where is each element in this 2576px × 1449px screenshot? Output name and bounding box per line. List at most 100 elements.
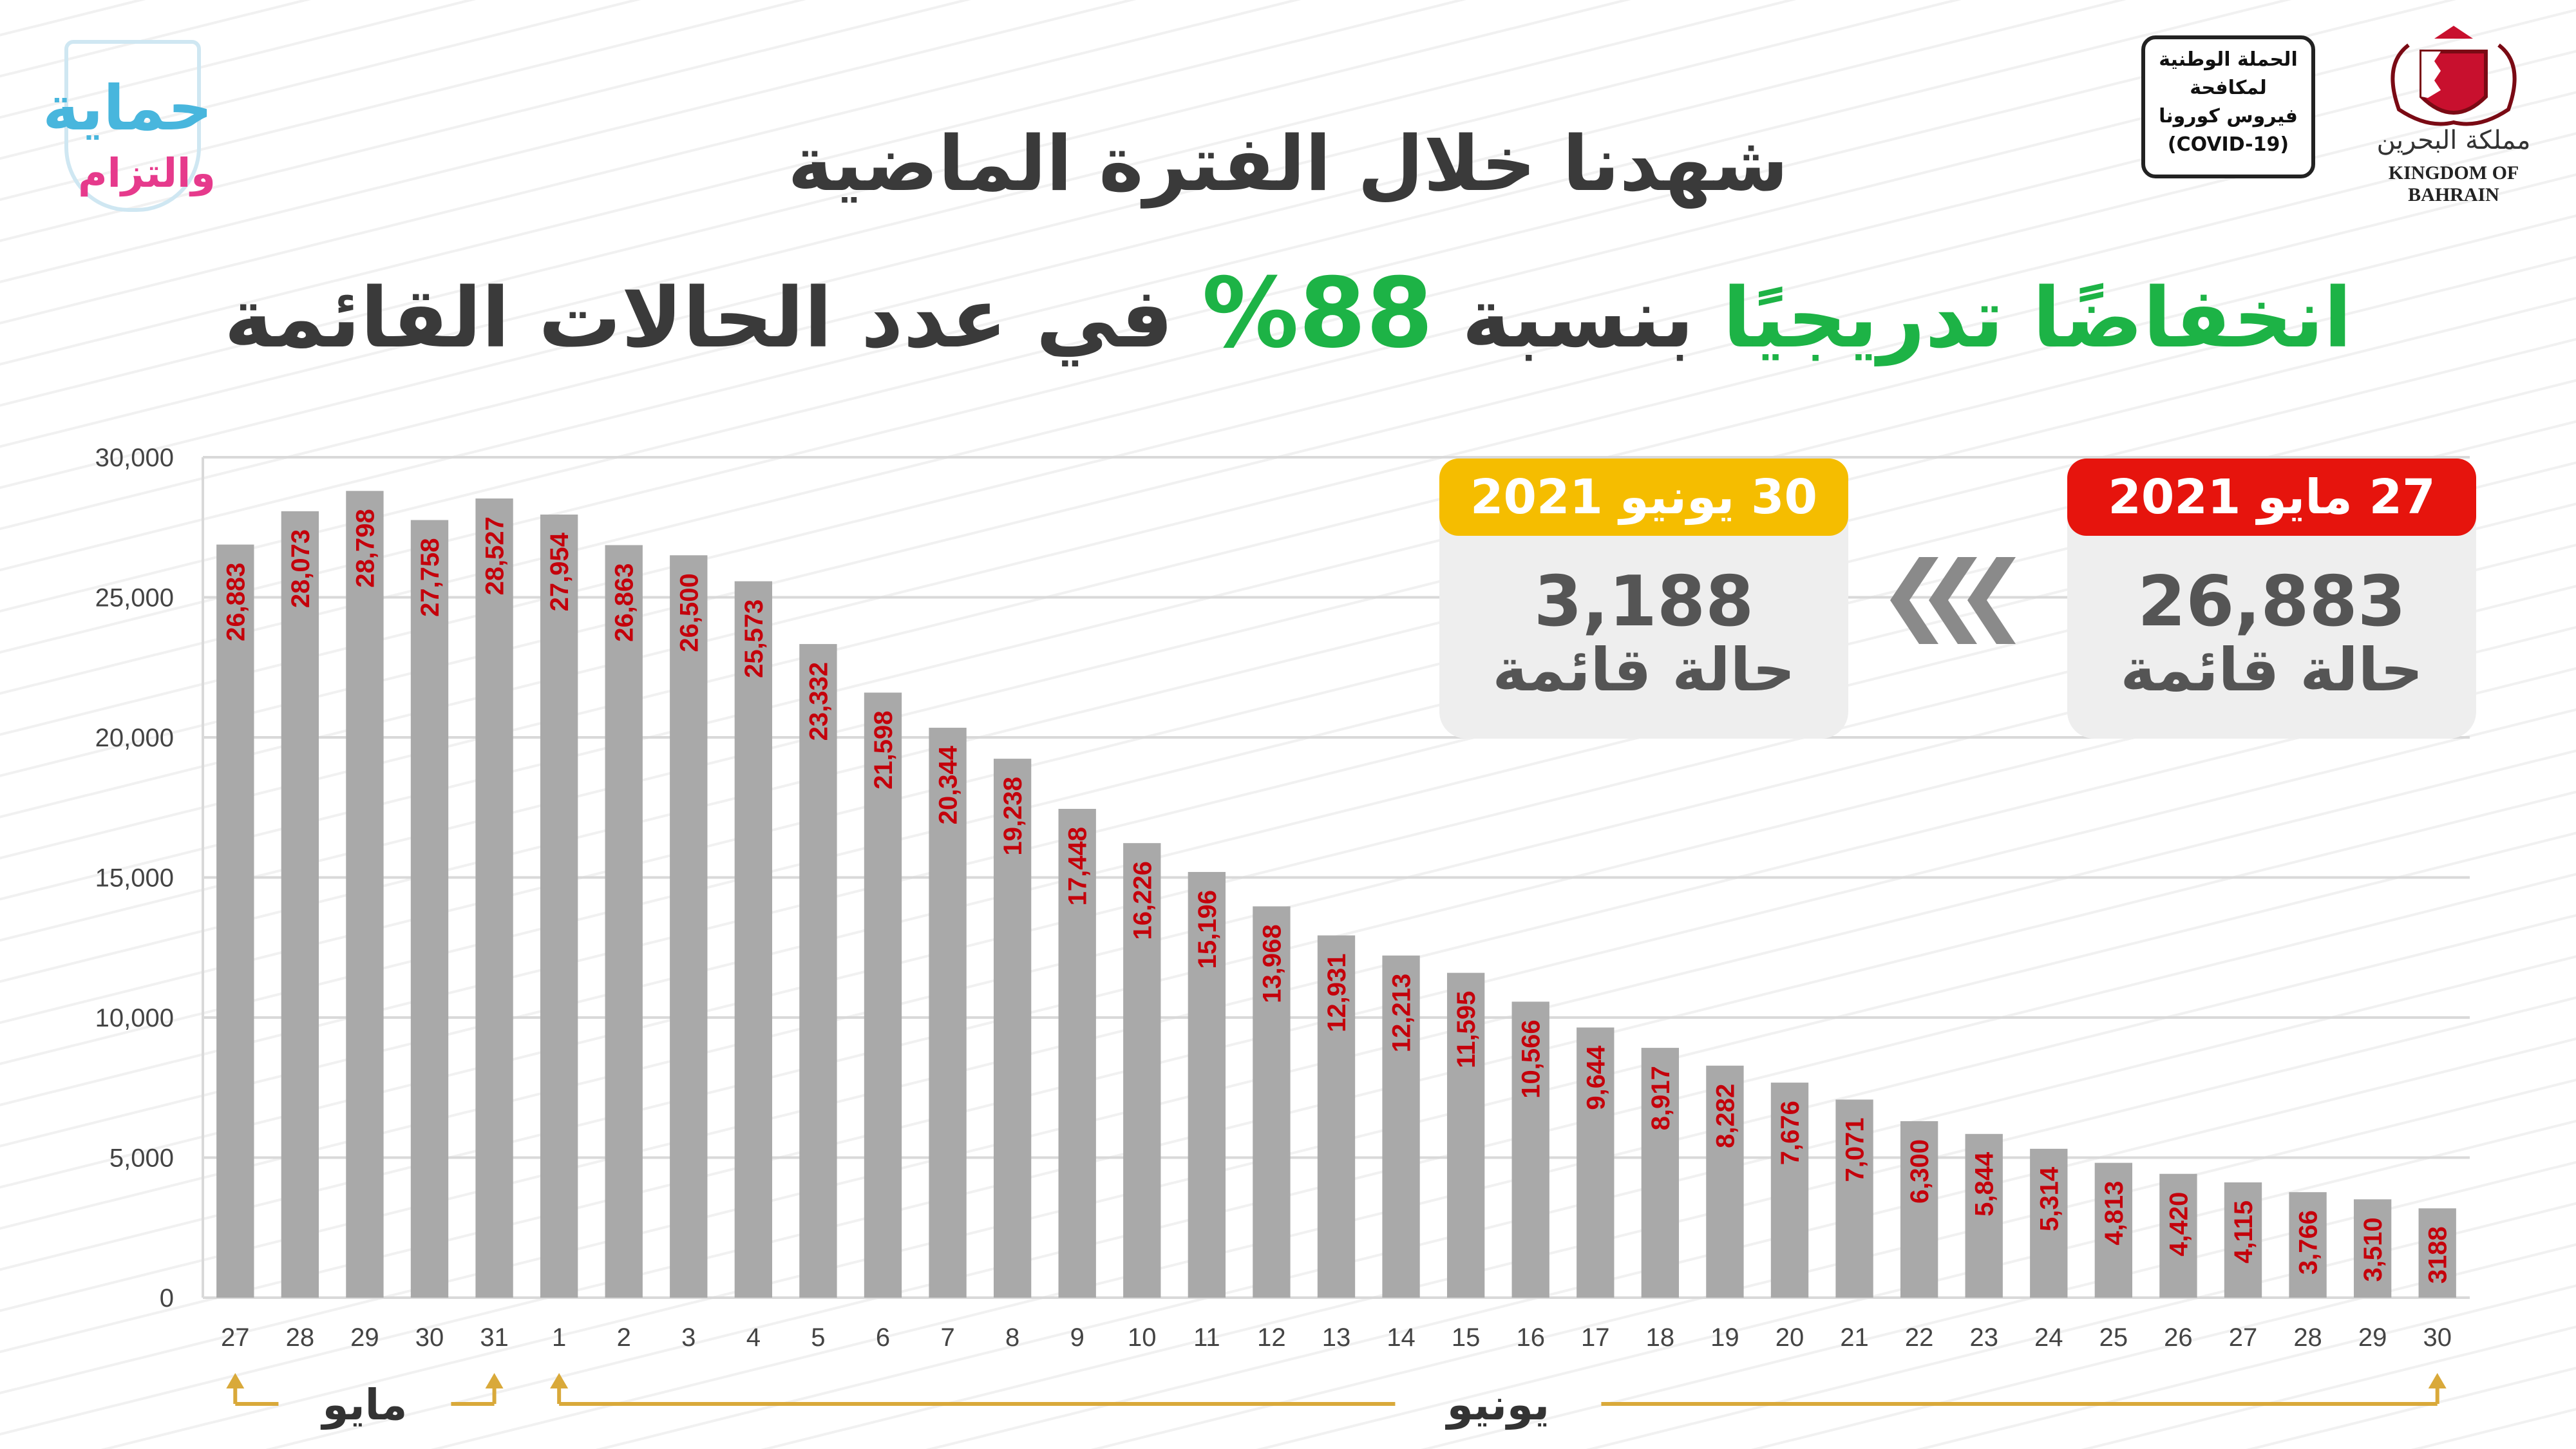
bar-value-label: 27,954 <box>545 532 574 611</box>
bar-value-label: 7,676 <box>1776 1101 1804 1165</box>
bar-value-label: 4,420 <box>2164 1192 2193 1256</box>
headline-rest-text: في عدد الحالات القائمة <box>223 270 1173 366</box>
headline-percent: 88% <box>1202 258 1434 370</box>
x-tick-label: 15 <box>1452 1323 1481 1352</box>
bar-value-label: 19,238 <box>999 777 1027 855</box>
headline-decline-text: انخفاضًا تدريجيًا <box>1723 270 2353 366</box>
headline-by-text: بنسبة <box>1462 270 1694 366</box>
bar <box>1123 843 1161 1298</box>
y-tick-label: 10,000 <box>95 1004 174 1032</box>
x-tick-label: 19 <box>1710 1323 1739 1352</box>
bar-value-label: 26,863 <box>611 563 639 641</box>
bar-value-label: 9,644 <box>1582 1045 1610 1110</box>
x-tick-label: 13 <box>1322 1323 1351 1352</box>
bar <box>929 728 967 1298</box>
bar-value-label: 13,968 <box>1258 924 1286 1003</box>
bar <box>2418 1208 2456 1298</box>
coat-of-arms-icon <box>2391 26 2517 126</box>
start-active-cases-value: 26,883 <box>2137 562 2406 642</box>
x-tick-label: 3 <box>681 1323 696 1352</box>
bar-value-label: 26,883 <box>222 563 250 641</box>
bar <box>1253 906 1291 1298</box>
logo-line1: حماية <box>43 72 213 144</box>
bar-value-label: 11,595 <box>1452 991 1481 1068</box>
x-tick-label: 18 <box>1646 1323 1675 1352</box>
bar <box>346 491 384 1298</box>
bar <box>1188 871 1226 1298</box>
x-tick-label: 26 <box>2164 1323 2193 1352</box>
bar <box>1058 809 1096 1298</box>
x-tick-label: 8 <box>1005 1323 1019 1352</box>
bar-value-label: 7,071 <box>1841 1117 1870 1182</box>
bar <box>799 644 837 1298</box>
bar-value-label: 3,766 <box>2295 1210 2323 1274</box>
bar-value-label: 10,566 <box>1517 1019 1546 1098</box>
headline-line2: انخفاضًا تدريجيًا بنسبة 88% في عدد الحال… <box>0 258 2576 370</box>
y-tick-label: 20,000 <box>95 724 174 752</box>
arrow-up-icon <box>2428 1373 2447 1388</box>
arrow-up-icon <box>226 1373 245 1388</box>
bar <box>1770 1083 1809 1298</box>
bar <box>281 511 319 1298</box>
x-tick-label: 14 <box>1387 1323 1416 1352</box>
bar-value-label: 6,300 <box>1906 1139 1934 1204</box>
x-tick-label: 11 <box>1193 1323 1220 1352</box>
x-tick-label: 28 <box>286 1323 315 1352</box>
campaign-line: (COVID-19) <box>2167 133 2289 156</box>
bar <box>1446 972 1485 1298</box>
bar-value-label: 4,813 <box>2100 1181 2128 1245</box>
end-active-cases-label: حالة قائمة <box>1492 636 1795 705</box>
end-date-header: 30 يونيو 2021 <box>1439 459 1848 536</box>
bar <box>2353 1199 2392 1298</box>
x-tick-label: 28 <box>2293 1323 2322 1352</box>
bar-value-label: 5,314 <box>2035 1166 2063 1231</box>
triple-chevron-left-icon <box>1890 557 2016 644</box>
x-tick-label: 27 <box>2229 1323 2258 1352</box>
x-tick-label: 6 <box>876 1323 890 1352</box>
month-label: مايو <box>321 1380 408 1430</box>
bar <box>734 581 773 1298</box>
bar <box>670 555 708 1298</box>
x-tick-label: 24 <box>2034 1323 2063 1352</box>
x-tick-label: 10 <box>1128 1323 1157 1352</box>
bar-value-label: 3,510 <box>2359 1217 2387 1282</box>
x-tick-label: 30 <box>415 1323 444 1352</box>
bar <box>2159 1173 2197 1298</box>
x-tick-label: 21 <box>1840 1323 1869 1352</box>
campaign-line: لمكافحة <box>2190 77 2267 99</box>
bar-value-label: 3188 <box>2424 1226 2452 1283</box>
bar <box>540 515 578 1298</box>
x-tick-label: 16 <box>1516 1323 1545 1352</box>
bar-value-label: 28,527 <box>481 516 509 595</box>
bar <box>1641 1048 1680 1298</box>
bar-value-label: 16,226 <box>1128 861 1157 940</box>
bar-value-label: 8,917 <box>1647 1066 1675 1130</box>
himaya-logo: حماية والتزام <box>24 40 218 214</box>
bar <box>993 759 1032 1298</box>
bar-value-label: 15,196 <box>1193 890 1222 969</box>
bar-value-label: 12,213 <box>1388 974 1416 1052</box>
bar-value-label: 23,332 <box>804 662 833 741</box>
kingdom-arabic-name: مملكة البحرين <box>2376 126 2531 155</box>
campaign-line: الحملة الوطنية <box>2159 48 2298 71</box>
bar-value-label: 5,844 <box>1971 1151 1999 1217</box>
bar <box>1317 935 1356 1298</box>
x-tick-label: 2 <box>617 1323 631 1352</box>
bar-value-label: 20,344 <box>934 745 963 824</box>
x-tick-label: 29 <box>2358 1323 2387 1352</box>
bar <box>410 520 449 1298</box>
x-tick-label: 23 <box>1969 1323 1998 1352</box>
bar <box>2289 1192 2327 1298</box>
bar <box>2030 1148 2068 1298</box>
kingdom-english-name: KINGDOM OF BAHRAIN <box>2388 162 2519 205</box>
y-tick-label: 15,000 <box>95 864 174 893</box>
bar-value-label: 28,073 <box>287 529 315 608</box>
bar-value-label: 12,931 <box>1323 954 1351 1032</box>
arrow-up-icon <box>485 1373 504 1388</box>
bar <box>1511 1001 1549 1298</box>
x-tick-label: 1 <box>552 1323 566 1352</box>
x-tick-label: 30 <box>2423 1323 2452 1352</box>
y-tick-label: 30,000 <box>95 444 174 472</box>
headline-line1: شهدنا خلال الفترة الماضية <box>788 119 1788 208</box>
